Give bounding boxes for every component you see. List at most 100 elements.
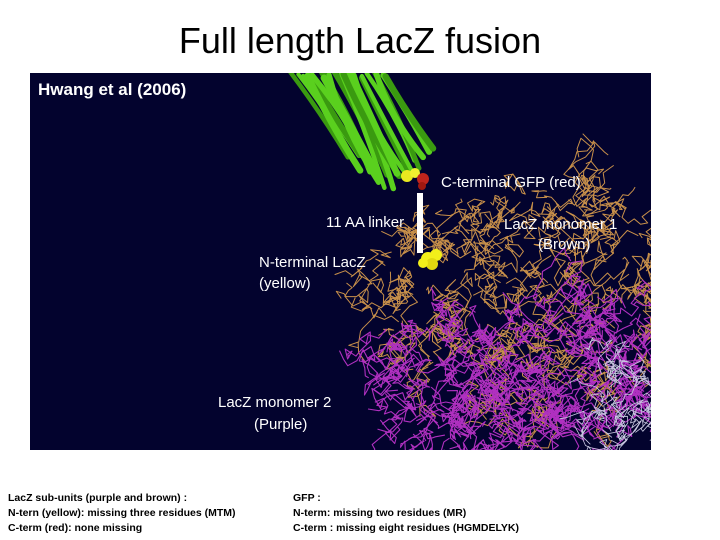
mesh-strand [441,389,477,418]
mesh-strand [452,336,475,367]
mesh-strand [532,403,566,428]
mesh-strand [536,285,582,309]
mesh-strand [585,337,613,375]
mesh-strand [440,300,464,342]
mesh-strand [511,361,542,381]
mesh-strand [519,370,545,405]
mesh-strand [530,420,586,442]
mesh-strand [415,323,457,357]
mesh-strand [526,350,553,380]
mesh-strand [470,360,499,383]
mesh-strand [572,167,605,211]
mesh-strand [363,372,392,410]
mesh-strand [376,277,402,308]
mesh-strand [339,346,375,379]
mesh-strand [447,413,486,443]
mesh-strand [604,387,628,427]
figure-label: LacZ monomer 1 [504,216,617,233]
mesh-strand [613,317,651,340]
structure-figure: Hwang et al (2006) C-terminal GFP (red) … [30,73,651,450]
mesh-strand [400,319,423,341]
mesh-strand [549,344,584,386]
mesh-strand [630,323,651,359]
mesh-strand [474,244,518,273]
mesh-strand [359,73,417,178]
mesh-strand [537,380,565,408]
mesh-strand [576,367,619,394]
mesh-strand [320,74,382,181]
mesh-strand [597,229,639,261]
mesh-strand [642,392,651,424]
mesh-strand [629,362,651,393]
gfp-barrel [288,73,437,192]
mesh-strand [434,355,457,372]
mesh-strand [531,190,574,212]
citation: Hwang et al (2006) [38,80,186,99]
mesh-strand [352,73,410,179]
mesh-strand [506,266,539,303]
mesh-strand [419,427,445,450]
mesh-strand [566,385,591,430]
mesh-strand [462,442,468,450]
mesh-strand [348,311,400,364]
mesh-strand [549,367,575,414]
mesh-strand [334,249,392,278]
mesh-strand [614,399,649,427]
mesh-strand [474,271,501,298]
mesh-strand [389,286,412,315]
mesh-strand [565,210,593,243]
mesh-strand [457,393,479,438]
mesh-strand [396,359,421,378]
protein-mesh [334,133,651,450]
mesh-strand [632,384,651,416]
figure-label: N-terminal LacZ [259,254,366,271]
mesh-strand [588,312,623,338]
mesh-strand [503,173,526,195]
mesh-strand [574,393,604,437]
mesh-strand [594,302,620,334]
mesh-strand [496,387,528,417]
mesh-strand [430,287,446,319]
figure-label: (yellow) [259,275,311,292]
mesh-strand [642,389,651,426]
mesh-strand [627,400,651,433]
mesh-strand [515,398,538,431]
mesh-strand [489,292,519,344]
mesh-strand [367,356,399,395]
notes-right: GFP : N-term: missing two residues (MR) … [293,491,519,536]
mesh-strand [510,329,540,348]
note-line: N-term: missing two residues (MR) [293,507,467,519]
mesh-strand [590,255,615,304]
figure-label: C-terminal GFP (red) [441,174,581,191]
mesh-strand [458,205,480,234]
mesh-strand [593,209,618,236]
mesh-strand [594,403,630,432]
mesh-strand [581,224,621,254]
mesh-strand [582,411,605,438]
notes-left: LacZ sub-units (purple and brown) : N-te… [8,491,236,536]
note-line: GFP : [293,492,321,504]
mesh-strand [573,336,605,376]
mesh-strand [534,286,579,333]
linker-bar [417,193,423,253]
mesh-strand [568,377,613,416]
mesh-strand [416,208,479,254]
figure-label: LacZ monomer 2 [218,394,331,411]
mesh-strand [505,277,540,307]
mesh-strand [476,383,514,412]
mesh-strand [400,229,429,249]
mesh-strand [638,232,651,248]
mesh-strand [389,274,414,298]
mesh-strand [477,357,528,385]
mesh-strand [614,374,649,404]
mesh-strand [449,371,476,409]
mesh-strand [386,334,415,365]
mesh-strand [582,256,630,287]
mesh-strand [436,297,460,344]
mesh-strand [444,272,473,309]
mesh-strand [472,285,500,312]
mesh-strand [509,201,541,224]
figure-label: (Brown) [538,236,591,253]
mesh-strand [504,315,535,340]
